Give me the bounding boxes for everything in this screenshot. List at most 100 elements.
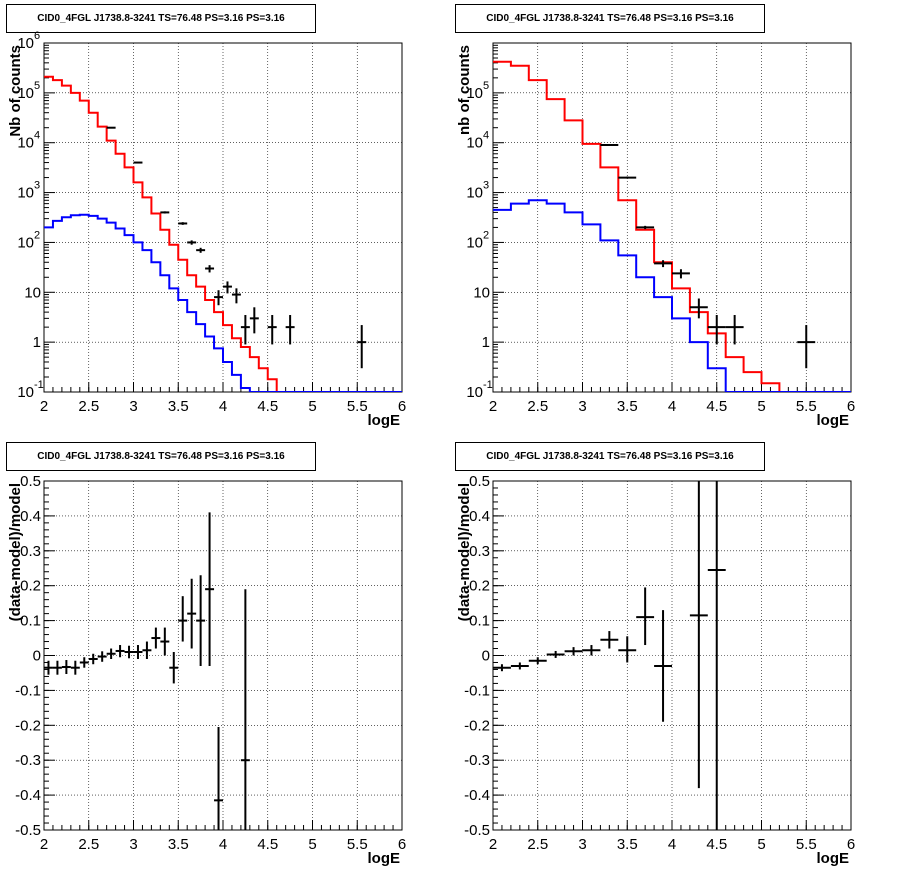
- data-point: [240, 315, 250, 345]
- y-tick-exponent: 5: [34, 80, 40, 92]
- y-tick-label: 10: [466, 185, 483, 202]
- data-point: [636, 225, 655, 230]
- residual-point: [707, 481, 726, 830]
- data-point: [133, 161, 143, 164]
- data-point: [196, 247, 206, 253]
- x-tick-label: 4.5: [706, 836, 727, 853]
- residual-point: [618, 636, 637, 663]
- y-tick-label: 0.5: [20, 473, 41, 490]
- residual-panel-right: CID0_4FGL J1738.8-3241 TS=76.48 PS=3.16 …: [449, 438, 898, 875]
- y-tick-label: 0: [482, 648, 490, 665]
- y-tick-label: 0.1: [469, 613, 490, 630]
- y-tick-label: -0.4: [15, 787, 41, 804]
- y-tick-exponent: 2: [483, 229, 489, 241]
- residual-point: [546, 650, 565, 658]
- y-tick-label: 10: [17, 185, 34, 202]
- data-point: [223, 281, 232, 294]
- y-tick-label: 10: [466, 384, 483, 401]
- residual-point: [187, 578, 197, 649]
- chart-title: CID0_4FGL J1738.8-3241 TS=76.48 PS=3.16 …: [455, 4, 765, 33]
- residual-point: [79, 657, 89, 668]
- y-tick-exponent: 4: [34, 130, 40, 142]
- y-tick-label: -0.3: [464, 752, 490, 769]
- y-tick-label: -0.1: [464, 682, 490, 699]
- data-point: [600, 143, 619, 146]
- chart-title: CID0_4FGL J1738.8-3241 TS=76.48 PS=3.16 …: [6, 442, 316, 471]
- x-tick-label: 5: [757, 398, 765, 415]
- data-point: [231, 288, 241, 304]
- residual-point: [61, 660, 71, 674]
- x-tick-label: 2: [40, 398, 48, 415]
- data-point: [654, 260, 672, 268]
- data-point: [214, 290, 223, 306]
- x-tick-label: 5: [308, 398, 316, 415]
- y-tick-label: 10: [24, 284, 41, 301]
- data-point: [797, 325, 816, 369]
- y-tick-label: -0.5: [464, 822, 490, 839]
- y-tick-label: 10: [466, 135, 483, 152]
- residual-point: [240, 589, 250, 830]
- residual-point: [214, 727, 223, 830]
- residual-point: [654, 610, 672, 722]
- residual-chart-left: 2 2.5 3 3.5 4 4.5 5 5.5 6 -0.5 -0.4 -0.3 -0.2 -0.1 0 0.…: [7, 473, 406, 867]
- residual-point: [178, 596, 188, 642]
- residual-point: [88, 653, 98, 665]
- x-tick-label: 3.5: [168, 836, 189, 853]
- data-point: [285, 315, 295, 345]
- y-tick-label: -0.3: [15, 752, 41, 769]
- residual-point: [169, 652, 179, 684]
- y-tick-label: 1: [482, 334, 490, 351]
- y-tick-label: 10: [17, 384, 34, 401]
- y-tick-label: -0.5: [15, 822, 41, 839]
- x-tick-label: 5.5: [347, 398, 368, 415]
- x-tick-label: 3: [578, 398, 586, 415]
- x-tick-label: 6: [398, 836, 406, 853]
- x-tick-label: 3: [129, 398, 137, 415]
- residual-point: [493, 664, 511, 672]
- y-tick-label: 0.4: [20, 508, 41, 525]
- y-tick-label: -0.2: [15, 717, 41, 734]
- y-tick-label: 10: [17, 35, 34, 52]
- y-tick-label: 10: [473, 284, 490, 301]
- x-tick-label: 4.5: [257, 836, 278, 853]
- data-point: [357, 325, 367, 369]
- x-tick-label: 5.5: [796, 836, 817, 853]
- x-tick-label: 3: [129, 836, 137, 853]
- x-tick-label: 5: [757, 836, 765, 853]
- histogram-series-line: [44, 75, 402, 392]
- residual-point: [205, 512, 215, 666]
- data-point: [205, 265, 215, 273]
- residual-point: [52, 660, 62, 675]
- y-axis-label: (data-model)/model: [456, 483, 473, 621]
- y-tick-label: -0.2: [464, 717, 490, 734]
- x-axis-label: logE: [368, 412, 401, 429]
- x-tick-label: 4: [668, 398, 676, 415]
- x-tick-label: 4.5: [257, 398, 278, 415]
- x-tick-label: 2.5: [78, 836, 99, 853]
- y-tick-label: 0.2: [20, 578, 41, 595]
- residual-point: [151, 627, 161, 649]
- y-tick-exponent: -1: [483, 379, 493, 391]
- residual-point: [44, 660, 53, 675]
- residual-point: [600, 631, 619, 649]
- residual-point: [564, 647, 583, 656]
- y-axis-label: (data-model)/model: [7, 483, 24, 621]
- data-point: [267, 315, 277, 345]
- histogram-series-line: [493, 60, 851, 392]
- x-tick-label: 5: [308, 836, 316, 853]
- data-point: [672, 269, 690, 279]
- x-tick-label: 3.5: [617, 398, 638, 415]
- y-tick-label: 0.5: [469, 473, 490, 490]
- y-tick-exponent: -1: [34, 379, 44, 391]
- y-tick-label: -0.4: [464, 787, 490, 804]
- y-tick-exponent: 2: [34, 229, 40, 241]
- x-tick-label: 2.5: [78, 398, 99, 415]
- y-tick-label: 0.4: [469, 508, 490, 525]
- histogram-series-line: [44, 213, 402, 392]
- y-tick-exponent: 6: [34, 30, 40, 42]
- y-axis-label: nb of counts: [456, 45, 473, 135]
- y-axis-label: Nb of counts: [7, 45, 24, 137]
- data-point: [707, 315, 726, 345]
